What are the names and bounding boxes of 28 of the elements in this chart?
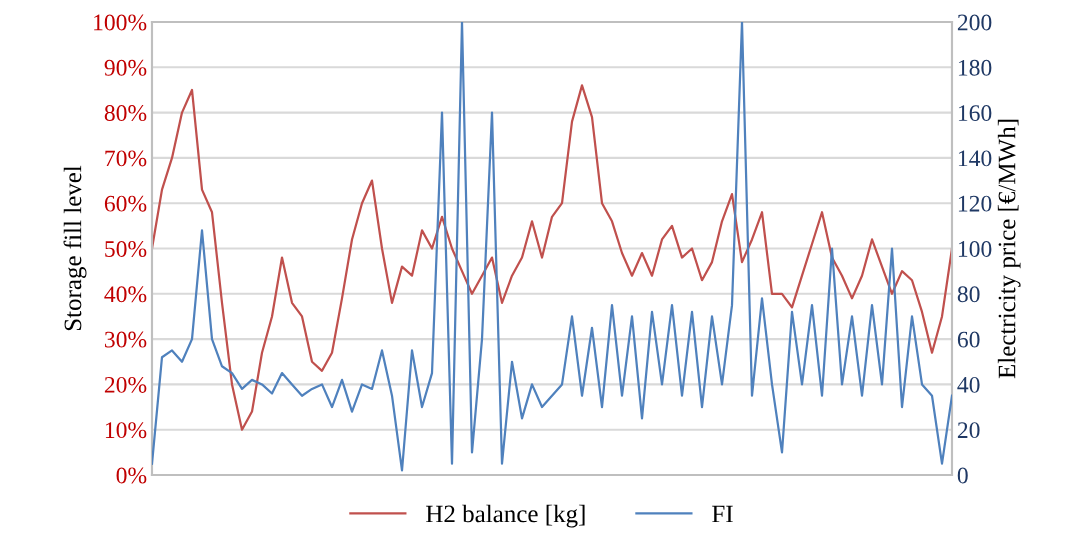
y2-tick-label: 60 xyxy=(957,331,980,348)
y2-tick-label: 100 xyxy=(958,240,992,257)
y2-tick-label: 180 xyxy=(958,59,992,76)
y-tick-label: 60% xyxy=(104,195,147,212)
y-tick-label: 0% xyxy=(116,467,147,484)
y-tick-label: 30% xyxy=(104,331,147,348)
y2-tick-label: 120 xyxy=(958,195,992,212)
y-tick-label: 50% xyxy=(105,240,147,257)
y-tick-label: 20% xyxy=(104,376,147,393)
y-tick-label: 100% xyxy=(94,14,147,31)
y2-tick-label: 40 xyxy=(957,376,980,393)
y-tick-label: 40% xyxy=(104,286,147,303)
y-tick-label: 10% xyxy=(105,422,147,439)
y-tick-label: 80% xyxy=(104,105,147,122)
y2-tick-label: 80 xyxy=(957,286,980,303)
y2-tick-label: 0 xyxy=(957,467,968,484)
y-tick-label: 90% xyxy=(104,59,147,76)
y-axis-title: Storage fill level xyxy=(63,165,87,331)
y2-axis-title: Electricity price [€/MWh] xyxy=(997,119,1021,379)
y2-tick-label: 140 xyxy=(958,150,992,167)
line-series xyxy=(152,84,952,431)
y-tick-label: 70% xyxy=(105,150,147,167)
line-series xyxy=(152,22,952,472)
y2-tick-label: 200 xyxy=(957,14,992,31)
legend-label: FI xyxy=(712,505,733,523)
y2-tick-label: 20 xyxy=(957,422,980,439)
legend-label: H2 balance [kg] xyxy=(426,504,585,528)
y2-tick-label: 160 xyxy=(958,105,992,122)
